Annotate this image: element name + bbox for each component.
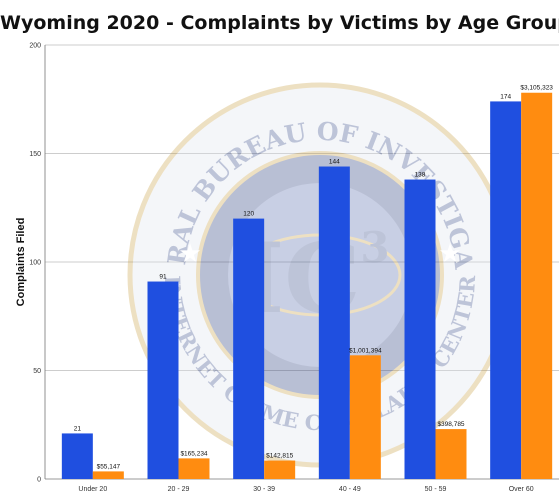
seal-star-icon-right: ★ (438, 239, 461, 269)
data-label-losses: $165,234 (180, 450, 207, 457)
bar-losses (435, 429, 467, 479)
data-label-losses: $1,001,394 (349, 347, 382, 354)
y-tick-label: 50 (33, 368, 41, 375)
bar-complaints (404, 179, 436, 480)
bar-losses (178, 458, 210, 479)
bar-complaints (318, 166, 350, 479)
y-tick-label: 100 (29, 260, 41, 267)
x-tick-label: 30 - 39 (253, 486, 275, 493)
data-label-complaints: 91 (159, 274, 167, 281)
y-tick-label: 0 (37, 477, 41, 484)
seal-center-sup: 3 (360, 223, 389, 272)
seal-star-icon-left: ★ (178, 239, 201, 269)
bar-losses (92, 471, 124, 479)
axes: 0 50 100 150 200 Under 20 20 - 29 30 - 39 40 - 4… (29, 43, 559, 493)
x-tick-label: 50 - 59 (425, 486, 447, 493)
data-label-losses: $142,815 (266, 453, 293, 460)
bar-complaints (233, 218, 265, 479)
data-label-complaints: 144 (329, 159, 340, 166)
data-label-losses: $3,105,323 (520, 85, 553, 92)
data-label-complaints: 120 (243, 211, 254, 218)
bar-losses (264, 460, 296, 479)
x-tick-label: 40 - 49 (339, 486, 361, 493)
data-label-complaints: 174 (500, 93, 511, 100)
bar-losses (349, 355, 381, 479)
y-tick-label: 150 (29, 151, 41, 158)
bar-complaints (490, 101, 522, 480)
bars (61, 92, 553, 480)
bar-losses (521, 92, 553, 480)
bar-complaints (61, 433, 93, 479)
data-label-losses: $55,147 (97, 463, 121, 470)
data-label-complaints: 21 (74, 425, 82, 432)
gridlines (45, 44, 559, 371)
y-axis-label: Complaints Filed (15, 218, 27, 307)
data-label-complaints: 138 (415, 172, 426, 179)
bar-complaints (147, 281, 179, 479)
chart-title: Wyoming 2020 - Complaints by Victims by … (0, 12, 559, 34)
data-labels: 21 $55,147 91 $165,234 120 $142,815 144 $1,001,… (74, 85, 554, 471)
x-tick-label: 20 - 29 (168, 486, 190, 493)
y-tick-label: 200 (29, 43, 41, 50)
x-tick-label: Over 60 (509, 486, 534, 493)
x-tick-label: Under 20 (78, 486, 107, 493)
data-label-losses: $398,785 (437, 421, 464, 428)
